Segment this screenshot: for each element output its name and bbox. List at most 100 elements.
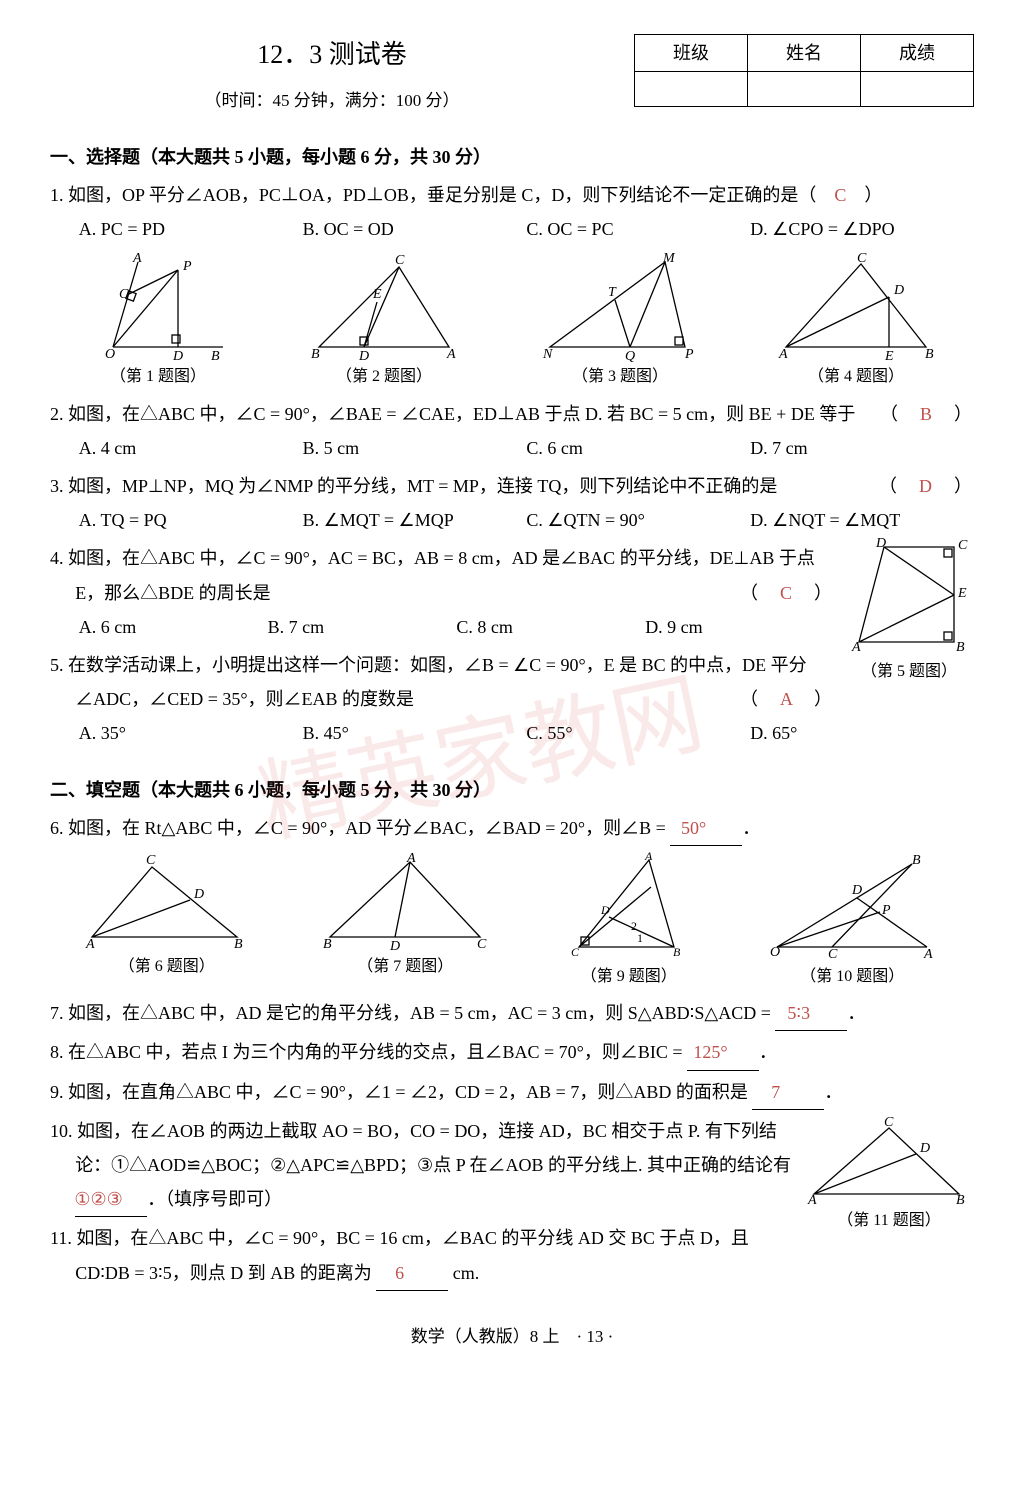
q8-tail: ．	[759, 1042, 777, 1062]
svg-text:B: B	[211, 349, 220, 362]
info-cell-class[interactable]	[635, 72, 748, 107]
q9-answer[interactable]: 7	[752, 1075, 824, 1110]
svg-text:P: P	[684, 347, 694, 362]
svg-text:B: B	[234, 937, 243, 952]
fig-2-caption: （第 2 题图）	[299, 362, 469, 392]
fig-10-caption: （第 10 题图）	[762, 962, 942, 992]
svg-text:C: C	[884, 1116, 894, 1130]
svg-text:P: P	[182, 259, 192, 274]
q3-answer: D	[919, 476, 934, 496]
q2-answer: B	[920, 404, 934, 424]
q10-tail: ．（填序号即可）	[147, 1189, 282, 1209]
q11-tail: cm.	[448, 1263, 479, 1283]
fig-11: CD AB （第 11 题图）	[804, 1116, 974, 1236]
fig-3-caption: （第 3 题图）	[535, 362, 705, 392]
q11-answer[interactable]: 6	[376, 1256, 448, 1291]
fig-4: CD AEB （第 4 题图）	[771, 252, 941, 392]
svg-text:D: D	[851, 883, 862, 898]
question-3: 3. 如图，MP⊥NP，MQ 为∠NMP 的平分线，MT = MP，连接 TQ，…	[50, 469, 974, 503]
info-col-name: 姓名	[748, 35, 861, 72]
q4-opt-c: C. 8 cm	[456, 610, 645, 644]
q2-opt-c: C. 6 cm	[526, 431, 750, 465]
fig-2: CE BDA （第 2 题图）	[299, 252, 469, 392]
info-table: 班级 姓名 成绩	[634, 34, 974, 107]
fig-1-caption: （第 1 题图）	[83, 362, 233, 392]
fig-6-caption: （第 6 题图）	[82, 952, 252, 982]
question-9: 9. 如图，在直角△ABC 中，∠C = 90°，∠1 = ∠2，CD = 2，…	[50, 1075, 974, 1110]
q7-answer[interactable]: 5∶3	[775, 996, 847, 1031]
q5-text: 5. 在数学活动课上，小明提出这样一个问题：如图，∠B = ∠C = 90°，E…	[50, 655, 807, 709]
q9-text: 9. 如图，在直角△ABC 中，∠C = 90°，∠1 = ∠2，CD = 2，…	[50, 1082, 748, 1102]
svg-text:A: A	[807, 1193, 817, 1206]
fig-9-caption: （第 9 题图）	[559, 962, 699, 992]
svg-text:C: C	[395, 253, 405, 268]
q10-text: 10. 如图，在∠AOB 的两边上截取 AO = BO，CO = DO，连接 A…	[50, 1121, 791, 1175]
q4-opt-a: A. 6 cm	[79, 610, 268, 644]
svg-text:B: B	[323, 937, 332, 952]
q10-answer[interactable]: ①②③	[75, 1182, 147, 1217]
svg-text:B: B	[956, 1193, 965, 1206]
q4-opt-d: D. 9 cm	[645, 610, 834, 644]
q1-text: 1. 如图，OP 平分∠AOB，PC⊥OA，PD⊥OB，垂足分别是 C，D，则下…	[50, 185, 816, 205]
svg-text:D: D	[919, 1141, 930, 1156]
q5-opt-c: C. 55°	[526, 716, 750, 750]
q6-tail: ．	[742, 818, 760, 838]
svg-text:A: A	[132, 252, 142, 266]
question-5: 5. 在数学活动课上，小明提出这样一个问题：如图，∠B = ∠C = 90°，E…	[50, 648, 974, 716]
svg-text:B: B	[956, 640, 965, 655]
q3-options: A. TQ = PQ B. ∠MQT = ∠MQP C. ∠QTN = 90° …	[50, 503, 974, 537]
info-cell-name[interactable]	[748, 72, 861, 107]
page-footer: 数学（人教版）8 上 · 13 ·	[50, 1321, 974, 1353]
q6-answer[interactable]: 50°	[670, 811, 742, 846]
svg-text:A: A	[778, 347, 788, 362]
svg-text:D: D	[172, 349, 183, 362]
svg-text:C: C	[119, 287, 129, 302]
svg-text:C: C	[146, 853, 156, 868]
svg-text:D: D	[358, 349, 369, 362]
fig-3: MT NQP （第 3 题图）	[535, 252, 705, 392]
section-1-heading: 一、选择题（本大题共 5 小题，每小题 6 分，共 30 分）	[50, 140, 974, 174]
svg-text:A: A	[85, 937, 95, 952]
svg-text:B: B	[912, 853, 921, 868]
info-cell-score[interactable]	[861, 72, 974, 107]
svg-text:A: A	[851, 640, 861, 655]
svg-text:C: C	[571, 945, 580, 959]
svg-text:D: D	[193, 887, 204, 902]
q8-text: 8. 在△ABC 中，若点 I 为三个内角的平分线的交点，且∠BAC = 70°…	[50, 1042, 687, 1062]
figure-row-2: C D A B （第 6 题图） A BDC （第 7 题图）	[50, 852, 974, 992]
svg-text:T: T	[608, 285, 617, 300]
q3-opt-d: D. ∠NQT = ∠MQT	[750, 503, 974, 537]
q1-opt-c: C. OC = PC	[526, 212, 750, 246]
question-4: 4. 如图，在△ABC 中，∠C = 90°，AC = BC，AB = 8 cm…	[50, 541, 974, 609]
question-2: 2. 如图，在△ABC 中，∠C = 90°，∠BAE = ∠CAE，ED⊥AB…	[50, 397, 974, 431]
svg-text:E: E	[372, 287, 382, 302]
fig-5: DC E AB （第 5 题图）	[844, 537, 974, 687]
q1-options: A. PC = PD B. OC = OD C. OC = PC D. ∠CPO…	[50, 212, 974, 246]
q3-opt-a: A. TQ = PQ	[79, 503, 303, 537]
fig-4-caption: （第 4 题图）	[771, 362, 941, 392]
page-title: 12．3 测试卷	[50, 30, 614, 79]
svg-text:D: D	[893, 283, 904, 298]
info-col-class: 班级	[635, 35, 748, 72]
question-7: 7. 如图，在△ABC 中，AD 是它的角平分线，AB = 5 cm，AC = …	[50, 996, 974, 1031]
q4-answer: C	[780, 583, 794, 603]
q1-opt-d: D. ∠CPO = ∠DPO	[750, 212, 974, 246]
svg-text:C: C	[828, 947, 838, 962]
q1-opt-b: B. OC = OD	[303, 212, 527, 246]
fig-1: AP C ODB （第 1 题图）	[83, 252, 233, 392]
svg-text:C: C	[958, 538, 968, 553]
subtitle: （时间：45 分钟，满分：100 分）	[50, 85, 614, 117]
section-2-heading: 二、填空题（本大题共 6 小题，每小题 5 分，共 30 分）	[50, 773, 974, 807]
svg-text:B: B	[673, 945, 681, 959]
q1-opt-a: A. PC = PD	[79, 212, 303, 246]
fig-7: A BDC （第 7 题图）	[315, 852, 495, 992]
q3-opt-c: C. ∠QTN = 90°	[526, 503, 750, 537]
q2-opt-b: B. 5 cm	[303, 431, 527, 465]
q8-answer[interactable]: 125°	[687, 1035, 759, 1070]
q4-options: A. 6 cm B. 7 cm C. 8 cm D. 9 cm	[50, 610, 834, 644]
question-1: 1. 如图，OP 平分∠AOB，PC⊥OA，PD⊥OB，垂足分别是 C，D，则下…	[50, 178, 974, 212]
q2-options: A. 4 cm B. 5 cm C. 6 cm D. 7 cm	[50, 431, 974, 465]
fig-10: BDP OCA （第 10 题图）	[762, 852, 942, 992]
q2-opt-a: A. 4 cm	[79, 431, 303, 465]
svg-text:C: C	[857, 252, 867, 266]
